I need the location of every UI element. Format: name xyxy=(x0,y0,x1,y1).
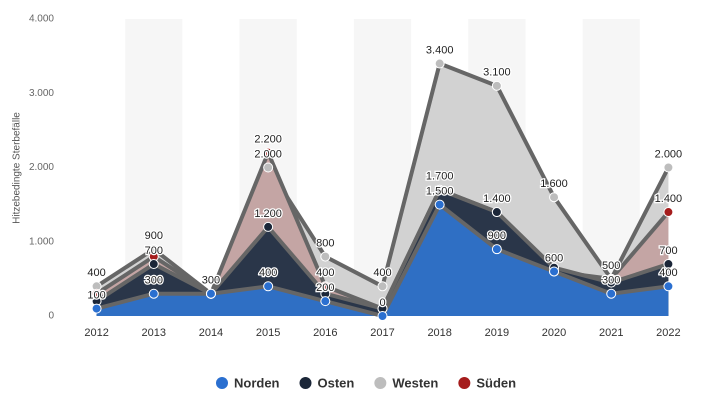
legend-swatch xyxy=(374,377,387,389)
data-point xyxy=(549,266,560,277)
x-tick-label: 2013 xyxy=(142,327,166,339)
data-point xyxy=(205,288,216,299)
data-label: 700 xyxy=(659,245,677,257)
x-tick-label: 2019 xyxy=(485,327,509,339)
data-point xyxy=(263,162,274,173)
data-label: 3.400 xyxy=(426,44,454,56)
data-point xyxy=(663,281,674,292)
legend-swatch xyxy=(299,377,312,389)
data-point xyxy=(148,288,159,299)
x-tick-label: 2021 xyxy=(599,327,623,339)
legend-label: Westen xyxy=(392,375,438,390)
data-label: 1.600 xyxy=(540,178,568,190)
y-tick-label: 2.000 xyxy=(29,162,54,173)
area xyxy=(96,204,669,316)
x-tick-label: 2022 xyxy=(656,327,680,339)
data-point xyxy=(91,303,102,314)
y-axis-title: Hitzebedingte Sterbefälle xyxy=(12,112,23,224)
data-label: 800 xyxy=(316,238,334,250)
data-label: 400 xyxy=(373,267,391,279)
data-point xyxy=(663,207,674,218)
data-label: 700 xyxy=(145,245,163,257)
data-label: 1.400 xyxy=(483,193,511,205)
data-label: 300 xyxy=(602,275,620,287)
data-label: 2.000 xyxy=(254,148,282,160)
legend-swatch xyxy=(216,377,228,389)
data-label: 400 xyxy=(87,267,105,279)
data-label: 1.400 xyxy=(655,193,683,205)
data-point xyxy=(263,221,274,232)
data-label: 3.100 xyxy=(483,67,511,79)
x-tick-label: 2015 xyxy=(256,327,280,339)
legend-label: Norden xyxy=(234,375,280,390)
data-label: 0 xyxy=(379,297,385,309)
data-label: 900 xyxy=(145,230,163,242)
data-label: 300 xyxy=(145,275,163,287)
data-point xyxy=(320,296,331,307)
y-tick-label: 0 xyxy=(48,311,54,322)
data-label: 600 xyxy=(545,252,563,264)
x-tick-label: 2016 xyxy=(313,327,337,339)
data-point xyxy=(491,244,502,255)
data-point xyxy=(549,192,560,203)
data-point xyxy=(263,147,274,158)
data-label: 100 xyxy=(87,289,105,301)
data-point xyxy=(663,162,674,173)
data-point xyxy=(434,184,445,195)
data-point xyxy=(434,58,445,69)
data-point xyxy=(377,281,388,292)
data-label: 500 xyxy=(602,260,620,272)
x-tick-label: 2012 xyxy=(84,327,108,339)
data-point xyxy=(377,311,388,321)
data-label: 400 xyxy=(316,267,334,279)
data-label: 400 xyxy=(659,267,677,279)
data-label: 1.500 xyxy=(426,186,454,198)
data-label: 2.200 xyxy=(254,134,282,146)
y-tick-label: 4.000 xyxy=(29,14,54,25)
data-point xyxy=(320,251,331,262)
legend-label: Osten xyxy=(318,375,355,390)
data-point xyxy=(606,277,617,288)
y-tick-label: 3.000 xyxy=(29,88,54,99)
data-label: 1.700 xyxy=(426,171,454,183)
data-point xyxy=(434,199,445,210)
x-tick-label: 2014 xyxy=(199,327,223,339)
x-tick-label: 2017 xyxy=(370,327,394,339)
legend-swatch xyxy=(458,377,471,389)
data-label: 1.200 xyxy=(254,208,282,220)
data-point xyxy=(606,288,617,299)
legend-label: Süden xyxy=(476,375,516,390)
data-point xyxy=(491,207,502,218)
data-point xyxy=(663,259,674,270)
data-label: 400 xyxy=(259,267,277,279)
data-point xyxy=(148,259,159,270)
data-point xyxy=(263,281,274,292)
data-label: 900 xyxy=(488,230,506,242)
x-tick-label: 2018 xyxy=(427,327,451,339)
data-point xyxy=(491,80,502,91)
data-label: 2.000 xyxy=(655,148,683,160)
x-tick-label: 2020 xyxy=(542,327,566,339)
data-label: 200 xyxy=(316,282,334,294)
y-tick-label: 1.000 xyxy=(29,236,54,247)
data-label: 300 xyxy=(202,275,220,287)
